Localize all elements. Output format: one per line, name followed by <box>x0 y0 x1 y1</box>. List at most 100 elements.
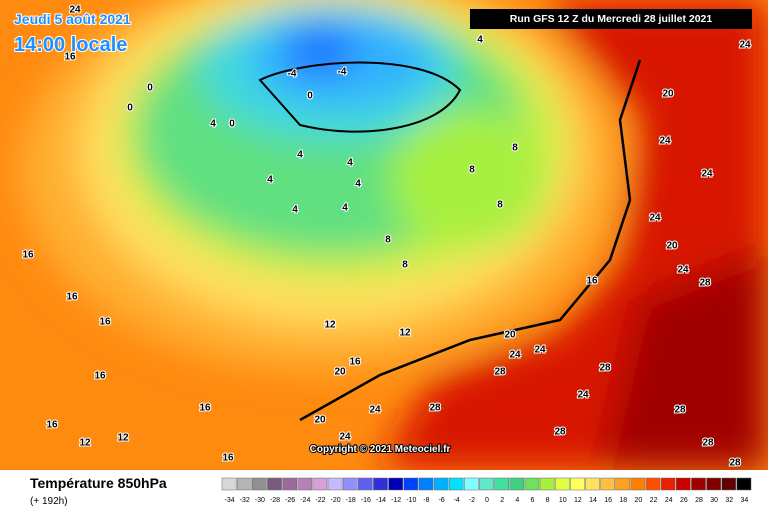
scale-label: 6 <box>530 497 534 504</box>
contour-label: 16 <box>199 403 211 414</box>
scale-label: -24 <box>300 497 310 504</box>
contour-label: 24 <box>509 350 521 361</box>
scale-label: -18 <box>346 497 356 504</box>
scale-box <box>327 477 343 491</box>
contour-label: 12 <box>399 328 411 339</box>
scale-label: 2 <box>500 497 504 504</box>
contour-label: 8 <box>469 165 475 176</box>
contour-label: 24 <box>577 390 589 401</box>
scale-label: 20 <box>635 497 643 504</box>
contour-label: 4 <box>347 158 353 169</box>
scale-box <box>403 477 419 491</box>
run-box <box>470 9 752 29</box>
scale-box <box>691 477 706 491</box>
scale-box <box>448 477 464 491</box>
scale-label: -30 <box>255 497 265 504</box>
scale-box <box>676 477 691 491</box>
contour-label: 16 <box>94 371 106 382</box>
scale-label: -20 <box>331 497 341 504</box>
contour-label: 16 <box>99 317 111 328</box>
scale-label: 4 <box>515 497 519 504</box>
contour-label: 24 <box>339 432 351 443</box>
contour-label: 16 <box>222 453 234 464</box>
copyright: Copyright © 2021 Meteociel.fr <box>310 444 451 455</box>
scale-box <box>509 477 525 491</box>
scale-box <box>433 477 449 491</box>
scale-label: -28 <box>270 497 280 504</box>
scale-box <box>418 477 434 491</box>
scale-label: 30 <box>710 497 718 504</box>
contour-label: 8 <box>402 260 408 271</box>
contour-label: 20 <box>662 89 674 100</box>
scale-box <box>706 477 721 491</box>
scale-label: 28 <box>695 497 703 504</box>
contour-label: 0 <box>307 91 313 102</box>
contour-label: 16 <box>22 250 34 261</box>
contour-label: 24 <box>701 169 713 180</box>
scale-box <box>342 477 358 491</box>
contour-label: 12 <box>324 320 336 331</box>
scale-box <box>267 477 282 491</box>
scale-label: -10 <box>406 497 416 504</box>
contour-label: 20 <box>334 367 346 378</box>
contour-label: 16 <box>66 292 78 303</box>
footer-lead: (+ 192h) <box>30 496 68 507</box>
scale-box <box>282 477 297 491</box>
contour-label: 28 <box>729 458 741 469</box>
contour-label: 24 <box>534 345 546 356</box>
scale-box <box>494 477 509 491</box>
contour-label: 28 <box>699 278 711 289</box>
contour-label: 16 <box>349 357 361 368</box>
scale-box <box>358 477 373 491</box>
scale-box <box>236 477 252 491</box>
scale-label: -16 <box>361 497 371 504</box>
contour-label: 16 <box>64 52 76 63</box>
contour-label: 4 <box>210 119 216 130</box>
scale-box <box>464 477 479 491</box>
scale-label: 0 <box>485 497 489 504</box>
scale-box <box>615 477 631 491</box>
contour-label: 28 <box>674 405 686 416</box>
map <box>0 0 768 470</box>
contour-label: 12 <box>79 438 91 449</box>
scale-box <box>600 477 615 491</box>
scale-box <box>585 477 600 491</box>
contour-label: 4 <box>342 203 348 214</box>
contour-label: 8 <box>512 143 518 154</box>
contour-label: 8 <box>497 200 503 211</box>
scale-label: 22 <box>650 497 658 504</box>
scale-label: 24 <box>665 497 673 504</box>
scale-label: 10 <box>559 497 567 504</box>
contour-label: 24 <box>69 5 81 16</box>
contour-label: 28 <box>554 427 566 438</box>
contour-label: 0 <box>147 83 153 94</box>
contour-label: -4 <box>288 69 297 80</box>
contour-label: 24 <box>659 136 671 147</box>
scale-label: -4 <box>454 497 460 504</box>
scale-box <box>221 477 237 491</box>
scale-label: -12 <box>391 497 401 504</box>
scale-box <box>630 477 646 491</box>
scale-label: 12 <box>574 497 582 504</box>
contour-label: 24 <box>649 213 661 224</box>
scale-label: -14 <box>376 497 386 504</box>
scale-label: -26 <box>285 497 295 504</box>
scale-box <box>524 477 540 491</box>
contour-label: 24 <box>369 405 381 416</box>
scale-label: 8 <box>546 497 550 504</box>
contour-label: 4 <box>267 175 273 186</box>
scale-label: 32 <box>725 497 733 504</box>
scale-box <box>539 477 555 491</box>
scale-label: -32 <box>240 497 250 504</box>
contour-label: 16 <box>46 420 58 431</box>
scale-box <box>388 477 403 491</box>
contour-label: 24 <box>677 265 689 276</box>
date: Jeudi 5 août 2021 <box>14 11 131 27</box>
scale-label: -34 <box>225 497 235 504</box>
scale-label: -22 <box>315 497 325 504</box>
scale-box <box>312 477 328 491</box>
contour-label: 8 <box>385 235 391 246</box>
contour-label: 20 <box>666 241 678 252</box>
